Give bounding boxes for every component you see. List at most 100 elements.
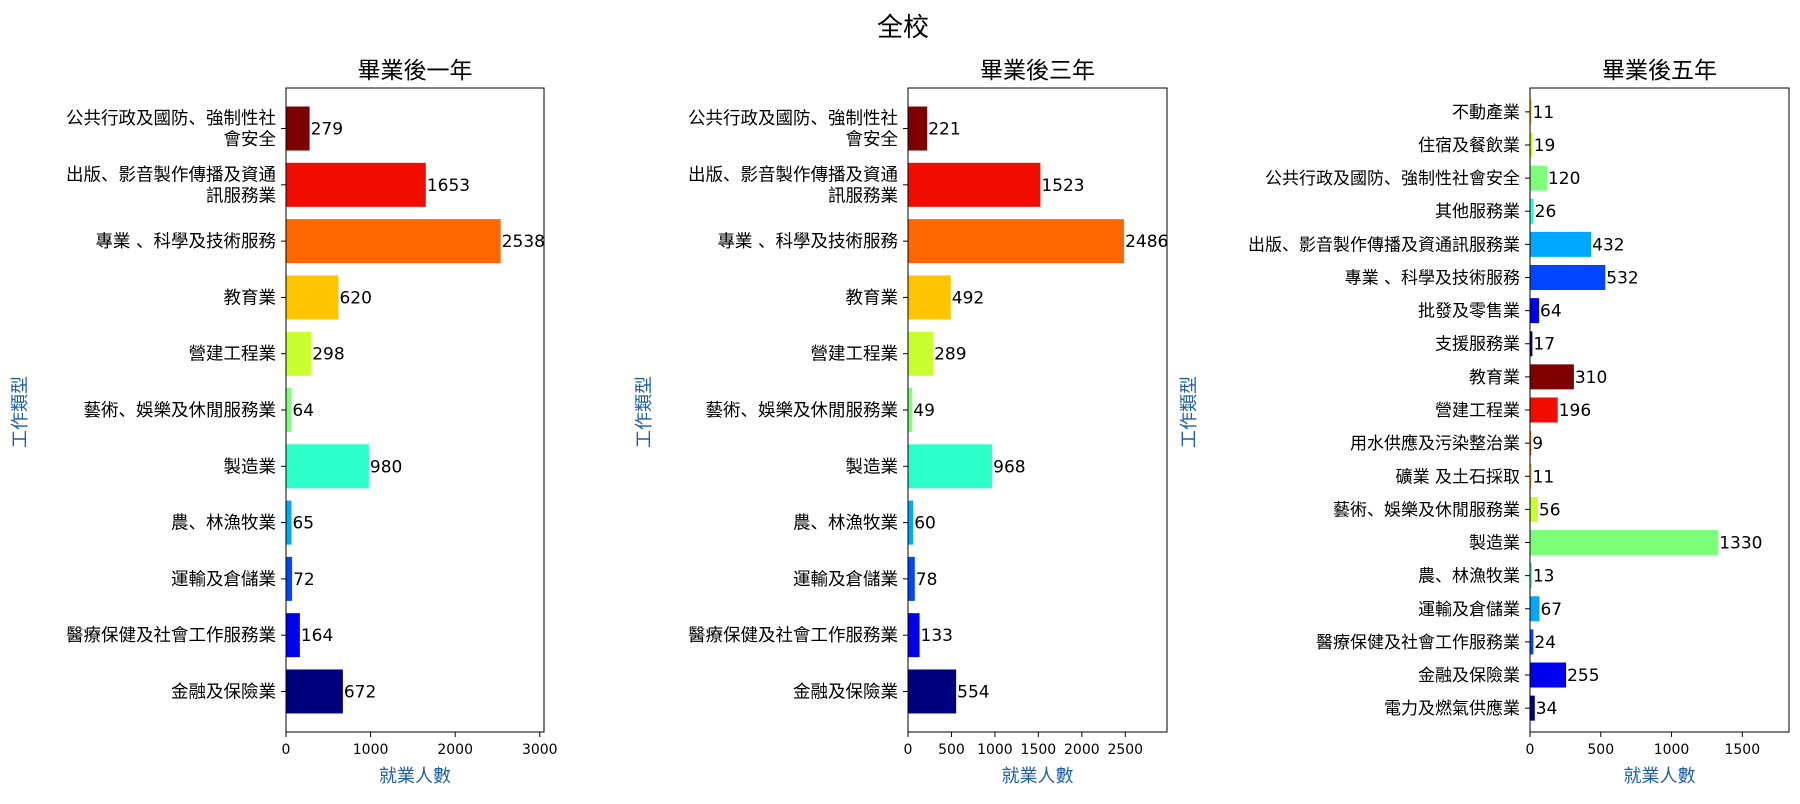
bar-value-label: 65: [292, 514, 314, 534]
category-label: 會安全: [846, 130, 899, 150]
bar: [286, 669, 343, 714]
bar: [286, 106, 310, 151]
bar-value-label: 24: [1534, 633, 1556, 653]
category-label: 農、林漁牧業: [793, 514, 898, 534]
bar: [1530, 298, 1540, 324]
bar-value-label: 532: [1606, 268, 1638, 288]
bar: [1530, 264, 1606, 290]
category-label: 用水供應及污染整治業: [1350, 433, 1520, 454]
bar: [908, 219, 1125, 264]
bar-value-label: 19: [1534, 136, 1556, 156]
bar-value-label: 298: [312, 345, 344, 365]
bar-value-label: 64: [292, 401, 314, 421]
category-label: 醫療保健及社會工作服務業: [66, 626, 276, 646]
bar: [1530, 596, 1540, 622]
bar: [286, 162, 426, 207]
bar: [1530, 496, 1538, 522]
bar-value-label: 120: [1548, 169, 1580, 189]
x-axis-label: 就業人數: [1002, 766, 1074, 787]
x-tick-label: 1000: [1654, 742, 1690, 758]
category-label: 專業 、科學及技術服務: [717, 232, 898, 252]
bar-value-label: 34: [1536, 699, 1558, 719]
bar: [1530, 629, 1534, 655]
category-label: 製造業: [846, 457, 899, 477]
bar: [908, 444, 993, 489]
bar: [908, 106, 928, 151]
chart-panel-2: 221 公共行政及國防、強制性社會安全 1523 出版、影音製作傳播及資通訊服務業 24…: [634, 58, 1168, 787]
bar-value-label: 17: [1533, 335, 1555, 355]
bar-value-label: 1523: [1041, 176, 1084, 196]
bar: [908, 613, 920, 658]
bar-value-label: 72: [293, 570, 315, 590]
category-label: 出版、影音製作傳播及資通: [66, 165, 276, 185]
bar-value-label: 164: [301, 626, 333, 646]
bar: [286, 444, 369, 489]
x-tick-label: 0: [904, 742, 913, 758]
bar: [908, 556, 915, 601]
category-label: 金融及保險業: [793, 682, 898, 702]
bar-value-label: 49: [913, 401, 935, 421]
category-label: 農、林漁牧業: [171, 514, 276, 534]
bar: [286, 613, 300, 658]
x-tick-label: 1500: [1021, 742, 1057, 758]
bar: [1530, 364, 1574, 390]
x-tick-label: 500: [1587, 742, 1614, 758]
category-label: 營建工程業: [1435, 401, 1520, 421]
category-label: 住宿及餐飲業: [1418, 136, 1520, 156]
bar-value-label: 11: [1533, 103, 1555, 123]
bar-value-label: 221: [928, 120, 960, 140]
chart-panel-3: 11 不動產業 19 住宿及餐飲業 120 公共行政及國防、強制性社會安全 26 其他服務業 4…: [1179, 58, 1790, 787]
bar-value-label: 672: [344, 682, 376, 702]
bar: [1530, 231, 1592, 257]
category-label: 營建工程業: [189, 345, 277, 365]
y-axis-label: 工作類型: [10, 376, 31, 448]
category-label: 會安全: [224, 130, 277, 150]
category-label: 藝術、娛樂及休閒服務業: [84, 401, 277, 421]
bar-value-label: 1653: [427, 176, 470, 196]
category-label: 製造業: [1469, 534, 1520, 554]
category-label: 教育業: [1469, 368, 1520, 388]
bar: [908, 275, 951, 320]
bar-value-label: 60: [914, 514, 936, 534]
bar-value-label: 11: [1533, 467, 1555, 487]
bar: [286, 275, 339, 320]
category-label: 藝術、娛樂及休閒服務業: [1333, 500, 1520, 520]
bar: [1530, 430, 1532, 456]
category-label: 公共行政及國防、強制性社: [66, 109, 276, 129]
category-label: 出版、影音製作傳播及資通: [688, 165, 898, 185]
category-label: 其他服務業: [1435, 202, 1520, 222]
category-label: 訊服務業: [206, 186, 276, 206]
category-label: 出版、影音製作傳播及資通訊服務業: [1248, 235, 1520, 255]
x-tick-label: 0: [282, 742, 291, 758]
bar-value-label: 2538: [502, 232, 545, 252]
category-label: 農、林漁牧業: [1418, 567, 1520, 587]
bar-value-label: 492: [952, 288, 984, 308]
bar-value-label: 133: [921, 626, 953, 646]
category-label: 電力及燃氣供應業: [1384, 698, 1520, 719]
axes-frame: [285, 87, 545, 733]
x-tick-label: 1000: [353, 742, 389, 758]
category-label: 金融及保險業: [171, 682, 276, 702]
bar: [1530, 530, 1719, 556]
bar: [1530, 331, 1533, 357]
chart-panel-1: 279 公共行政及國防、強制性社會安全 1653 出版、影音製作傳播及資通訊服務業 25…: [10, 58, 558, 787]
bar-value-label: 26: [1535, 202, 1557, 222]
bar-value-label: 2486: [1125, 232, 1168, 252]
bar: [286, 388, 292, 432]
category-label: 醫療保健及社會工作服務業: [688, 626, 898, 646]
category-label: 運輸及倉儲業: [793, 570, 898, 590]
bar-value-label: 279: [311, 120, 343, 140]
category-label: 營建工程業: [811, 345, 899, 365]
x-tick-label: 500: [938, 742, 965, 758]
bar-value-label: 554: [957, 682, 989, 702]
bar: [1530, 165, 1547, 191]
figure-title: 全校: [877, 13, 929, 43]
x-tick-label: 1000: [977, 742, 1013, 758]
chart-title: 畢業後五年: [1602, 58, 1717, 84]
x-tick-label: 2500: [1107, 742, 1143, 758]
bar-value-label: 78: [916, 570, 938, 590]
category-label: 不動產業: [1452, 103, 1520, 123]
category-label: 製造業: [224, 457, 277, 477]
bar: [908, 162, 1041, 207]
